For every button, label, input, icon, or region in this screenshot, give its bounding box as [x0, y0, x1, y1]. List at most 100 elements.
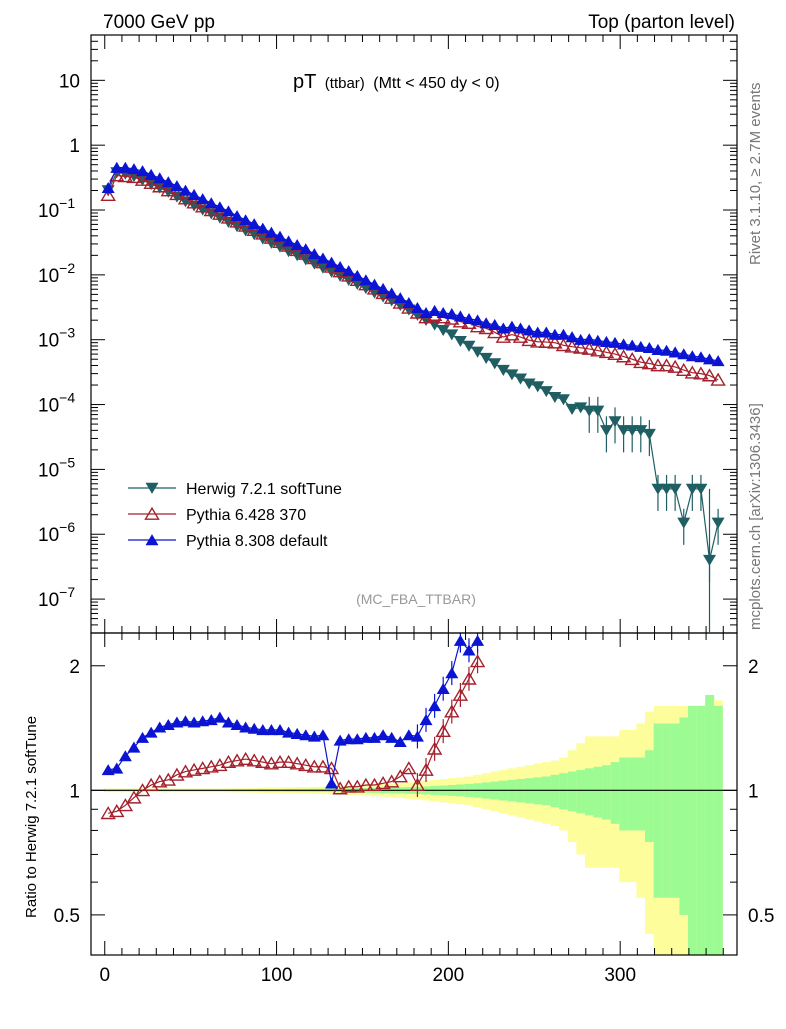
- data-point: [512, 329, 529, 343]
- band-inner: [696, 705, 706, 955]
- data-point: [246, 222, 262, 237]
- data-point: [488, 358, 502, 370]
- x-tick-label: 0: [99, 965, 110, 986]
- data-point: [376, 729, 390, 741]
- data-point: [479, 317, 493, 329]
- data-point: [178, 184, 192, 196]
- data-point: [428, 700, 442, 712]
- y-tick-label: 1: [69, 136, 80, 157]
- data-point: [237, 751, 254, 765]
- data-point: [488, 318, 502, 330]
- data-point: [711, 517, 725, 529]
- band-inner: [653, 723, 663, 898]
- data-point: [342, 265, 356, 277]
- data-point: [694, 483, 708, 495]
- data-point: [496, 364, 510, 376]
- data-point: [402, 729, 416, 741]
- data-point: [419, 714, 433, 726]
- data-point: [479, 352, 493, 364]
- band-inner: [679, 717, 689, 915]
- data-point: [393, 292, 407, 304]
- x-tick-label: 200: [433, 965, 465, 986]
- data-point: [505, 320, 519, 332]
- data-point: [582, 333, 596, 345]
- data-point: [529, 334, 546, 348]
- data-point: [693, 366, 709, 380]
- data-point: [538, 334, 555, 348]
- band-inner: [559, 773, 569, 810]
- data-point: [255, 754, 271, 769]
- y-tick-label: 10−1: [38, 195, 75, 222]
- data-point: [555, 338, 572, 352]
- data-point: [246, 753, 262, 767]
- data-point: [564, 339, 580, 353]
- data-point: [436, 306, 450, 319]
- data-point: [212, 206, 228, 220]
- band-inner: [645, 750, 655, 843]
- x-tick-label: 100: [261, 965, 293, 986]
- legend-marker: [145, 534, 159, 546]
- legend-label: Herwig 7.2.1 softTune: [186, 481, 342, 498]
- data-point: [710, 372, 726, 386]
- data-point: [264, 724, 278, 736]
- ratio-panel: 0.5 0.5 1 1 2 2 0 100 200 300: [54, 632, 774, 986]
- data-point: [280, 754, 297, 769]
- data-point: [531, 381, 545, 393]
- data-point: [445, 667, 459, 679]
- data-point: [315, 759, 331, 773]
- data-point: [471, 346, 485, 358]
- data-point: [608, 336, 622, 348]
- data-point: [469, 319, 486, 333]
- band-inner: [584, 768, 594, 816]
- plot-title-sub: (ttbar): [325, 75, 365, 92]
- data-point: [711, 355, 725, 367]
- y-tick-label: 10−2: [38, 260, 75, 287]
- data-point: [256, 724, 270, 736]
- band-inner: [567, 771, 577, 812]
- data-point: [581, 341, 597, 355]
- data-point: [514, 373, 528, 385]
- band-inner: [713, 705, 723, 955]
- data-point: [668, 483, 682, 495]
- data-point: [178, 715, 192, 727]
- data-point: [256, 222, 270, 234]
- data-point: [161, 176, 175, 188]
- legend-marker: [144, 506, 160, 520]
- data-point: [651, 483, 665, 495]
- data-point: [634, 340, 648, 352]
- data-point: [299, 243, 313, 255]
- data-point: [100, 806, 116, 820]
- series-line: [107, 171, 719, 561]
- data-point: [359, 274, 373, 286]
- data-point: [428, 304, 442, 316]
- data-point: [101, 181, 115, 194]
- band-inner: [705, 694, 715, 955]
- data-point: [453, 634, 467, 646]
- data-point: [651, 343, 665, 355]
- data-point: [289, 756, 305, 770]
- band-inner: [662, 723, 672, 898]
- legend-marker: [145, 482, 159, 494]
- data-point: [574, 402, 588, 414]
- data-point: [127, 741, 141, 753]
- data-point: [170, 180, 184, 192]
- data-point: [703, 353, 717, 365]
- data-point: [349, 779, 366, 793]
- data-point: [677, 517, 691, 529]
- data-point: [418, 762, 434, 776]
- data-point: [316, 252, 330, 264]
- data-point: [126, 790, 142, 804]
- data-point: [445, 329, 459, 341]
- data-point: [385, 287, 399, 299]
- data-point: [608, 416, 622, 428]
- data-point: [204, 197, 218, 209]
- data-point: [299, 729, 313, 741]
- y-tick-label: 10−6: [38, 519, 75, 546]
- data-point: [221, 205, 235, 217]
- data-point: [307, 248, 321, 260]
- data-point: [342, 733, 356, 745]
- data-point: [617, 425, 631, 437]
- data-point: [452, 687, 469, 701]
- data-point: [426, 741, 443, 755]
- data-point: [153, 172, 167, 184]
